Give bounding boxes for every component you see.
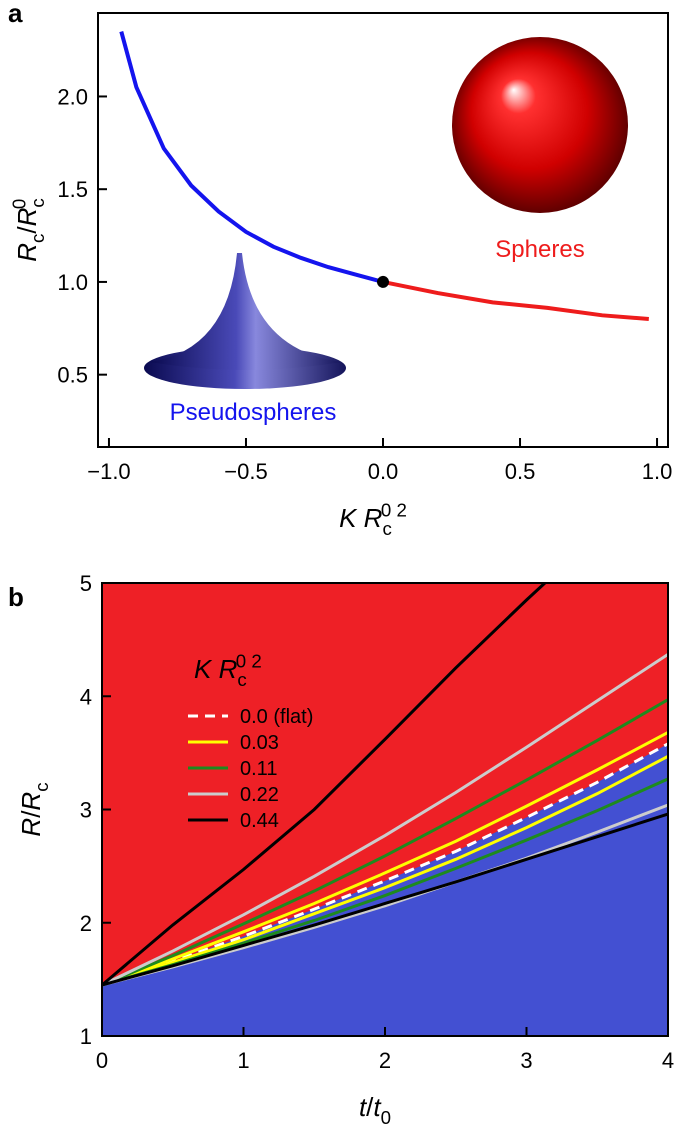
y-tick-label: 1.0	[57, 270, 88, 295]
y-tick-label: 3	[80, 798, 92, 823]
y-tick-label: 1	[80, 1024, 92, 1049]
label-part: t	[373, 1092, 382, 1122]
label-part: K	[194, 654, 213, 684]
data-line	[102, 812, 668, 987]
label-part: 0	[9, 199, 30, 209]
label-part: R	[12, 243, 42, 262]
legend-label: 0.11	[240, 758, 277, 780]
data-line	[119, 31, 384, 284]
label-part: R	[16, 818, 46, 837]
y-axis-label: R/Rc	[16, 782, 52, 836]
x-tick-label: 0.5	[505, 459, 536, 484]
legend-label: 0.03	[240, 732, 279, 754]
label-part: 0 2	[381, 500, 407, 521]
annotation: Spheres	[495, 236, 584, 263]
y-tick-label: 0.5	[57, 363, 88, 388]
x-tick-label: 2	[379, 1048, 391, 1073]
x-tick-label: −0.5	[224, 459, 267, 484]
x-axis-label: t/t0	[359, 1092, 391, 1128]
x-tick-label: 0	[96, 1048, 108, 1073]
region-below	[102, 743, 668, 1036]
legend-label: 0.44	[240, 810, 279, 832]
annotation: Pseudospheres	[170, 399, 337, 426]
legend-title: K Rc0 2	[194, 651, 262, 690]
panel-label: b	[8, 582, 24, 612]
legend-label: 0.0 (flat)	[240, 706, 313, 728]
panel-label: a	[8, 0, 23, 28]
sphere-illustration	[452, 37, 628, 213]
y-tick-label: 5	[80, 571, 92, 596]
y-tick-label: 2.0	[57, 84, 88, 109]
plot-area	[102, 583, 668, 1036]
x-tick-label: 1.0	[642, 459, 673, 484]
label-part: c	[27, 234, 48, 243]
label-part: R	[12, 208, 42, 227]
label-part: c	[27, 198, 48, 207]
label-part: R	[356, 503, 382, 533]
data-line	[102, 653, 668, 987]
data-line	[102, 731, 668, 987]
label-part: /	[16, 810, 46, 818]
label-part: 0 2	[236, 651, 262, 672]
x-tick-label: 1	[237, 1048, 249, 1073]
x-axis-label: K Rc0 2	[339, 500, 407, 539]
y-tick-label: 4	[80, 684, 92, 709]
data-line	[102, 583, 546, 987]
x-tick-label: −1.0	[87, 459, 130, 484]
y-axis-label: Rc/Rc0	[9, 198, 48, 262]
label-part: c	[382, 518, 391, 539]
label-part: t	[359, 1092, 368, 1122]
x-tick-label: 0.0	[368, 459, 399, 484]
x-tick-label: 4	[662, 1048, 674, 1073]
label-part: /	[366, 1092, 374, 1122]
label-part: K	[339, 503, 358, 533]
label-part: R	[16, 792, 46, 811]
data-line	[102, 754, 668, 987]
label-part: /	[12, 226, 42, 234]
legend-label: 0.22	[240, 784, 279, 806]
data-line	[382, 279, 649, 322]
label-part: c	[237, 669, 246, 690]
data-line	[102, 698, 668, 987]
label-part: R	[211, 654, 237, 684]
label-part: c	[31, 782, 52, 791]
y-tick-label: 2	[80, 911, 92, 936]
y-tick-label: 1.5	[57, 177, 88, 202]
label-part: 0	[381, 1107, 391, 1128]
x-tick-label: 3	[520, 1048, 532, 1073]
pseudosphere-spike	[150, 253, 342, 370]
data-point	[377, 275, 389, 288]
